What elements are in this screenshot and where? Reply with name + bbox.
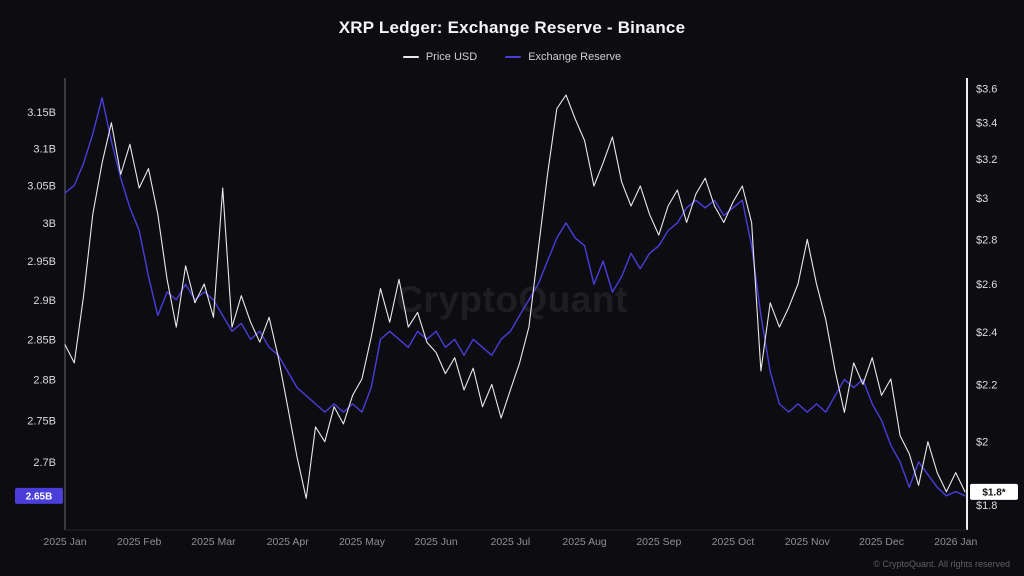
y-tick-label-left: 2.7B <box>33 457 56 469</box>
x-tick-label: 2025 Dec <box>859 536 904 548</box>
chart-title: XRP Ledger: Exchange Reserve - Binance <box>338 18 686 37</box>
x-tick-label: 2025 Apr <box>267 536 310 548</box>
x-tick-label: 2025 May <box>339 536 386 548</box>
x-tick-label: 2025 Oct <box>712 536 755 548</box>
x-tick-label: 2025 Nov <box>785 536 831 548</box>
y-tick-label-left: 2.8B <box>33 374 56 386</box>
price-usd-line <box>64 94 966 499</box>
y-tick-label-right: $1.8 <box>976 500 997 512</box>
y-tick-label-right: $2.2 <box>976 379 997 391</box>
x-tick-label: 2025 Jan <box>43 536 86 548</box>
reserve-current-value-badge <box>15 487 63 504</box>
y-tick-label-left: 2.9B <box>33 295 56 307</box>
legend-item-price-usd[interactable]: Price USD <box>402 51 478 63</box>
x-tick-label: 2025 Feb <box>117 536 162 548</box>
legend-item-exchange-reserve[interactable]: Exchange Reserve <box>505 51 621 63</box>
y-tick-label-left: 3B <box>43 218 56 230</box>
legend-label-price-usd: Price USD <box>425 51 478 63</box>
watermark: CryptoQuant <box>396 279 628 320</box>
y-tick-label-right: $3.4 <box>976 118 997 130</box>
copyright: © CryptoQuant. All rights reserved <box>873 559 1010 569</box>
y-tick-label-right: $3.6 <box>976 83 997 95</box>
legend: Price USD Exchange Reserve <box>0 51 1024 63</box>
price-current-value-badge <box>970 483 1018 500</box>
y-tick-label-right: $2.8 <box>976 234 997 246</box>
exchange-reserve-line <box>64 97 966 497</box>
legend-label-exchange-reserve: Exchange Reserve <box>528 51 622 63</box>
y-tick-label-right: $3.2 <box>976 154 997 166</box>
reserve-current-value-text: 2.65B <box>26 491 53 502</box>
y-tick-label-left: 3.05B <box>27 180 56 192</box>
y-tick-label-right: $2.6 <box>976 279 997 291</box>
y-tick-label-right: $2 <box>976 437 988 449</box>
y-tick-label-right: $2.4 <box>976 327 997 339</box>
y-tick-label-left: 3.15B <box>27 107 56 119</box>
y-tick-label-left: 3.1B <box>33 144 56 156</box>
x-tick-label: 2025 Jun <box>415 536 458 548</box>
reserve-line-swatch <box>505 56 522 58</box>
price-line-swatch <box>402 56 419 58</box>
y-tick-label-left: 2.75B <box>27 415 56 427</box>
x-tick-label: 2025 Jul <box>491 536 531 548</box>
y-tick-label-left: 2.95B <box>27 256 56 268</box>
x-tick-label: 2025 Mar <box>191 536 236 548</box>
y-tick-label-left: 2.85B <box>27 334 56 346</box>
price-current-value-text: $1.8* <box>982 487 1005 498</box>
x-tick-label: 2025 Aug <box>562 536 607 548</box>
x-tick-label: 2025 Sep <box>636 536 681 548</box>
x-tick-label: 2026 Jan <box>934 536 977 548</box>
y-tick-label-right: $3 <box>976 193 988 205</box>
